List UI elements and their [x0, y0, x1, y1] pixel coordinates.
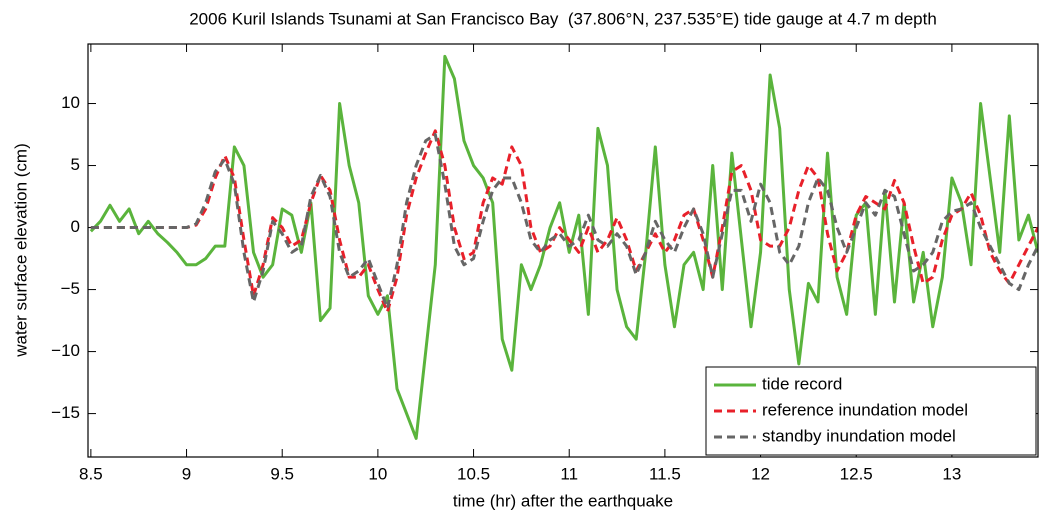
y-tick-label: −10	[51, 341, 80, 360]
y-tick-label: 0	[71, 217, 80, 236]
series-line	[90, 133, 1038, 310]
x-tick-label: 10	[368, 464, 387, 483]
y-tick-label: 5	[71, 155, 80, 174]
x-tick-label: 11	[560, 464, 578, 483]
legend-label: reference inundation model	[762, 400, 968, 419]
legend-box	[705, 366, 1037, 456]
x-tick-label: 9.5	[270, 464, 294, 483]
x-tick-label: 10.5	[457, 464, 490, 483]
y-tick-label: 10	[61, 93, 80, 112]
x-tick-label: 13	[942, 464, 961, 483]
x-axis-label: time (hr) after the earthquake	[453, 491, 673, 510]
chart-title: 2006 Kuril Islands Tsunami at San Franci…	[189, 9, 937, 28]
x-tick-label: 12	[751, 464, 770, 483]
legend-label: tide record	[762, 374, 842, 393]
y-tick-label: −5	[61, 279, 80, 298]
series-line	[89, 54, 1038, 440]
x-tick-label: 9	[182, 464, 191, 483]
plot-frame	[87, 43, 1039, 458]
x-tick-label: 12.5	[840, 464, 873, 483]
x-tick-label: 8.5	[79, 464, 103, 483]
y-tick-label: −15	[51, 403, 80, 422]
y-axis-label: water surface elevation (cm)	[11, 143, 30, 358]
legend-label: standby inundation model	[762, 426, 956, 445]
x-tick-label: 11.5	[649, 464, 681, 483]
